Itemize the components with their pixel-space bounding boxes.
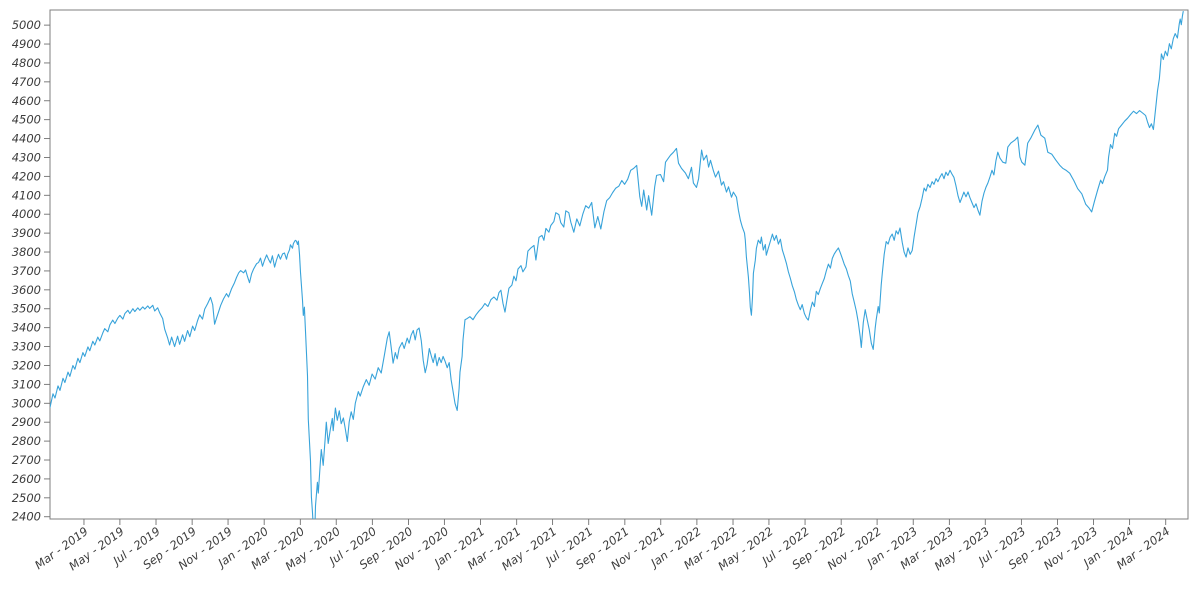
y-tick-label: 3700 xyxy=(12,264,41,278)
y-axis: 2400 2500 2600 2700 2800 2900 3000 3100 3200 3300… xyxy=(12,18,50,524)
y-tick-label: 3500 xyxy=(12,302,41,316)
y-tick-label: 4900 xyxy=(12,37,41,51)
y-tick-label: 2800 xyxy=(12,434,41,448)
y-tick-label: 3900 xyxy=(12,226,41,240)
y-tick-label: 4600 xyxy=(12,94,41,108)
y-tick-label: 3800 xyxy=(12,245,41,259)
y-tick-label: 4300 xyxy=(12,150,41,164)
y-tick-label: 3400 xyxy=(12,321,41,335)
plot-frame xyxy=(49,9,1189,520)
y-tick-label: 4700 xyxy=(12,75,41,89)
y-tick-label: 4000 xyxy=(12,207,41,221)
y-tick-label: 4200 xyxy=(12,169,41,183)
y-tick-label: 2900 xyxy=(12,415,41,429)
y-tick-label: 2700 xyxy=(12,453,41,467)
y-tick-label: 2500 xyxy=(12,491,41,505)
y-tick-label: 2600 xyxy=(12,472,41,486)
y-tick-label: 3600 xyxy=(12,283,41,297)
price-line-series xyxy=(50,10,1184,519)
y-tick-label: 3200 xyxy=(12,358,41,372)
y-tick-label: 5000 xyxy=(12,18,41,32)
y-tick-label: 4800 xyxy=(12,56,41,70)
y-tick-label: 3300 xyxy=(12,340,41,354)
y-tick-label: 3100 xyxy=(12,377,41,391)
y-tick-label: 2400 xyxy=(12,510,41,524)
y-tick-label: 4500 xyxy=(12,113,41,127)
y-tick-label: 4100 xyxy=(12,188,41,202)
y-tick-label: 3000 xyxy=(12,396,41,410)
y-tick-label: 4400 xyxy=(12,132,41,146)
